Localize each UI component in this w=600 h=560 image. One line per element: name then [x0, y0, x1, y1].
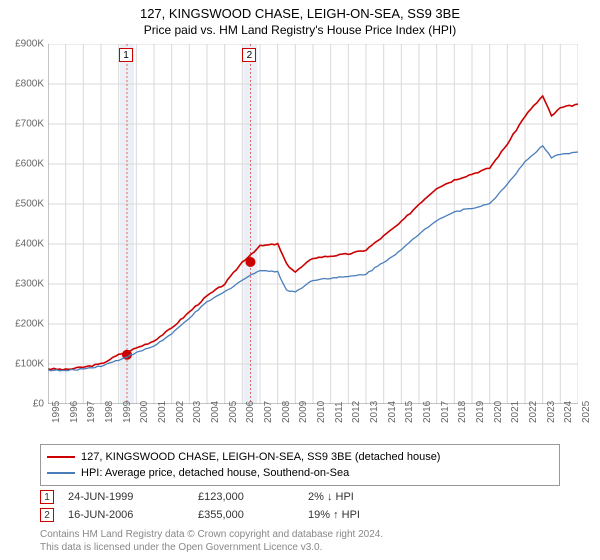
legend-label: 127, KINGSWOOD CHASE, LEIGH-ON-SEA, SS9 …	[81, 451, 440, 463]
chart-title-address: 127, KINGSWOOD CHASE, LEIGH-ON-SEA, SS9 …	[0, 0, 600, 21]
legend-item: HPI: Average price, detached house, Sout…	[47, 465, 553, 481]
x-axis-label: 2004	[210, 401, 221, 423]
y-axis-label: £800K	[2, 79, 44, 90]
sales-table: 1 24-JUN-1999 £123,000 2% ↓ HPI 2 16-JUN-2006…	[40, 488, 560, 524]
footer-attribution: Contains HM Land Registry data © Crown c…	[40, 528, 383, 554]
x-axis-label: 1995	[51, 401, 62, 423]
legend-swatch	[47, 456, 75, 458]
sale-row: 2 16-JUN-2006 £355,000 19% ↑ HPI	[40, 506, 560, 524]
sale-price: £355,000	[198, 509, 298, 521]
y-axis-label: £400K	[2, 239, 44, 250]
x-axis-label: 2019	[475, 401, 486, 423]
sale-pct: 2% ↓ HPI	[308, 491, 428, 503]
legend-box: 127, KINGSWOOD CHASE, LEIGH-ON-SEA, SS9 …	[40, 444, 560, 486]
sale-price: £123,000	[198, 491, 298, 503]
x-axis-label: 2007	[263, 401, 274, 423]
x-axis-label: 2024	[563, 401, 574, 423]
x-axis-label: 2002	[175, 401, 186, 423]
y-axis-label: £200K	[2, 319, 44, 330]
x-axis-label: 2020	[493, 401, 504, 423]
y-axis-label: £600K	[2, 159, 44, 170]
sale-marker-box: 2	[242, 48, 256, 62]
y-axis-label: £0	[2, 399, 44, 410]
sale-pct: 19% ↑ HPI	[308, 509, 428, 521]
x-axis-label: 2001	[157, 401, 168, 423]
legend-label: HPI: Average price, detached house, Sout…	[81, 467, 349, 479]
chart-svg	[48, 44, 578, 404]
x-axis-label: 2021	[510, 401, 521, 423]
chart-container: 127, KINGSWOOD CHASE, LEIGH-ON-SEA, SS9 …	[0, 0, 600, 560]
footer-line1: Contains HM Land Registry data © Crown c…	[40, 528, 383, 541]
x-axis-label: 2011	[334, 401, 345, 423]
x-axis-label: 2018	[457, 401, 468, 423]
sale-date: 24-JUN-1999	[68, 491, 188, 503]
sale-date: 16-JUN-2006	[68, 509, 188, 521]
x-axis-label: 2014	[387, 401, 398, 423]
y-axis-label: £700K	[2, 119, 44, 130]
sale-marker-number: 2	[40, 508, 54, 522]
y-axis-label: £100K	[2, 359, 44, 370]
chart-plot-area: £0£100K£200K£300K£400K£500K£600K£700K£80…	[48, 44, 578, 404]
footer-line2: This data is licensed under the Open Gov…	[40, 541, 383, 554]
sale-marker-box: 1	[119, 48, 133, 62]
x-axis-label: 2017	[440, 401, 451, 423]
x-axis-label: 2013	[369, 401, 380, 423]
x-axis-label: 2008	[281, 401, 292, 423]
x-axis-label: 1999	[122, 401, 133, 423]
legend-item: 127, KINGSWOOD CHASE, LEIGH-ON-SEA, SS9 …	[47, 449, 553, 465]
x-axis-label: 1996	[69, 401, 80, 423]
x-axis-label: 1997	[86, 401, 97, 423]
y-axis-label: £500K	[2, 199, 44, 210]
x-axis-label: 2025	[581, 401, 592, 423]
x-axis-label: 2023	[546, 401, 557, 423]
x-axis-label: 2022	[528, 401, 539, 423]
chart-subtitle: Price paid vs. HM Land Registry's House …	[0, 21, 600, 37]
x-axis-label: 2010	[316, 401, 327, 423]
x-axis-label: 2006	[245, 401, 256, 423]
x-axis-label: 2005	[228, 401, 239, 423]
sale-row: 1 24-JUN-1999 £123,000 2% ↓ HPI	[40, 488, 560, 506]
x-axis-label: 2003	[192, 401, 203, 423]
legend-swatch	[47, 472, 75, 474]
x-axis-label: 2000	[139, 401, 150, 423]
x-axis-label: 2009	[298, 401, 309, 423]
x-axis-label: 1998	[104, 401, 115, 423]
x-axis-label: 2012	[351, 401, 362, 423]
sale-marker-number: 1	[40, 490, 54, 504]
y-axis-label: £300K	[2, 279, 44, 290]
x-axis-label: 2015	[404, 401, 415, 423]
x-axis-label: 2016	[422, 401, 433, 423]
y-axis-label: £900K	[2, 39, 44, 50]
